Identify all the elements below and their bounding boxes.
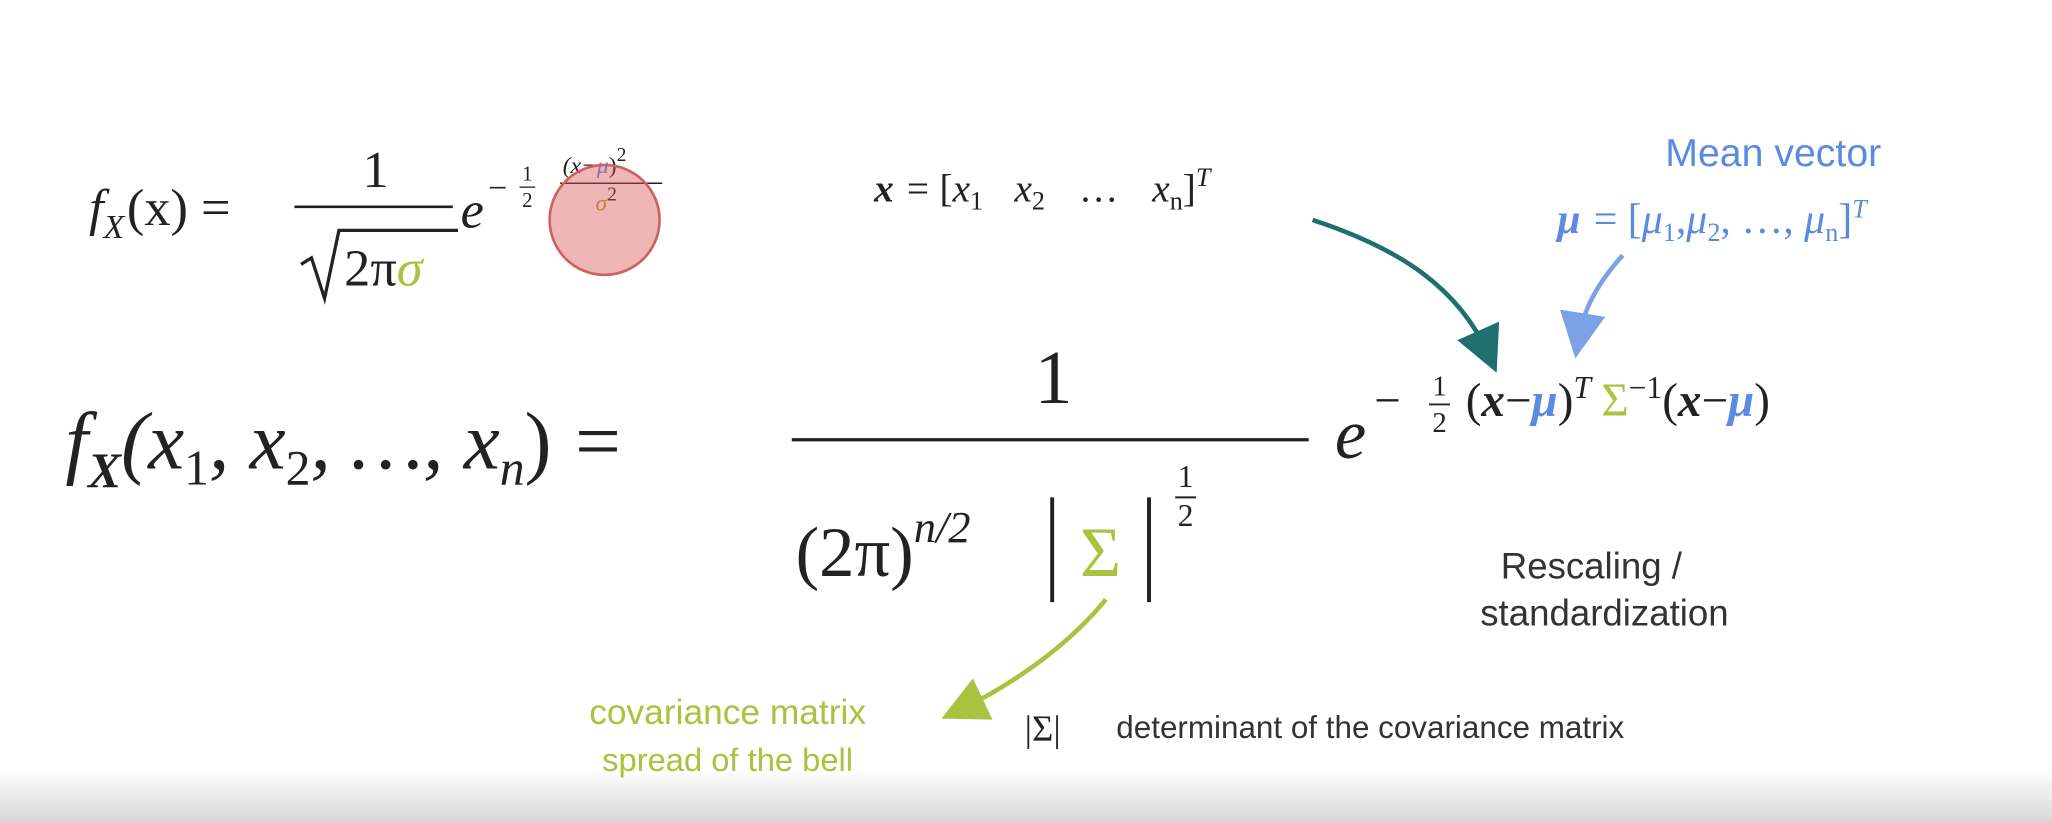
sub: 2	[1032, 186, 1045, 215]
minus: −	[1505, 375, 1532, 427]
radical	[300, 228, 459, 305]
x2: x	[1013, 168, 1032, 211]
paren: (	[1466, 375, 1482, 427]
x: x	[1480, 375, 1505, 427]
sigma: σ	[397, 239, 425, 297]
x-vector: x = [x1 x2… xn]T	[873, 163, 1213, 216]
arrow	[941, 598, 1108, 720]
cursor-highlight	[548, 163, 661, 277]
comma: ,	[1676, 197, 1686, 243]
det-symbol: |Σ|	[1025, 708, 1061, 749]
mu: μ	[1530, 375, 1558, 427]
mu: μ	[1726, 375, 1754, 427]
xn: x	[1151, 168, 1170, 211]
inverse: −1	[1629, 370, 1662, 405]
paren: (	[1662, 375, 1678, 427]
minus: −	[1701, 375, 1728, 427]
args: , …, x	[310, 397, 499, 487]
equals: =	[1594, 197, 1618, 243]
lhs: fX(x) =	[89, 179, 231, 246]
equals: =	[575, 397, 621, 487]
annotation: spread of the bell	[602, 741, 853, 778]
exp-base: e	[1335, 396, 1366, 474]
base: (2π)	[796, 514, 914, 592]
denominator: 2πσ	[344, 239, 425, 297]
args: , x	[209, 397, 286, 487]
denominator: (2π)n/2	[796, 502, 971, 592]
dots: …	[1079, 168, 1118, 211]
arrow	[1311, 217, 1500, 373]
transpose: T	[1852, 194, 1869, 223]
mean-vector-label: Mean vector	[1665, 131, 1881, 175]
numerator: 1	[363, 141, 389, 199]
x: x	[873, 168, 894, 211]
exponent: (x−μ)T Σ−1(x−μ)	[1466, 370, 1770, 427]
exp-minus: −	[488, 170, 507, 207]
sigma: Σ	[1601, 375, 1628, 427]
sub: n	[1825, 218, 1838, 247]
bottom-fade	[0, 769, 2052, 822]
sub: 1	[184, 440, 209, 495]
argument: (x)	[127, 179, 188, 237]
exp-minus: −	[1374, 375, 1401, 427]
equals: =	[201, 179, 231, 237]
bracket: ]	[1183, 168, 1196, 211]
sub: 2	[1707, 218, 1720, 247]
half-den: 2	[1432, 407, 1446, 439]
transpose: T	[1573, 370, 1593, 405]
annotation: determinant of the covariance matrix	[1116, 710, 1624, 745]
bracket: ]	[1838, 197, 1852, 243]
annotation: covariance matrix	[589, 693, 866, 732]
power-num: 1	[1178, 459, 1194, 494]
bracket: [	[940, 168, 953, 211]
mean-vector: μ = [μ1,μ2, …, μn]T	[1555, 194, 1869, 247]
sub: 2	[286, 440, 311, 495]
paren: )	[1754, 375, 1770, 427]
exp-denominator: σ2	[595, 184, 616, 216]
annotation: standardization	[1480, 593, 1728, 634]
arrow	[1559, 253, 1625, 359]
half-den: 2	[522, 188, 532, 212]
half-num: 1	[522, 162, 532, 186]
univariate-formula: fX(x)= 1 2πσ e − 1 2 (x−μ)2 σ2	[89, 141, 663, 305]
x1: x	[952, 168, 971, 211]
paren: )	[1558, 375, 1574, 427]
subscript: X	[86, 443, 123, 498]
sigma: Σ	[1080, 514, 1121, 592]
dots: , …,	[1720, 197, 1804, 243]
numerator: 1	[1035, 336, 1073, 420]
sub: n	[1170, 186, 1183, 215]
sigma: σ	[595, 191, 608, 217]
sub: 1	[1663, 218, 1676, 247]
exp-base: e	[461, 182, 484, 240]
args: )	[525, 397, 552, 487]
x: x	[1677, 375, 1702, 427]
sub: n	[500, 440, 525, 495]
power: 2	[617, 145, 627, 166]
power: n/2	[914, 502, 971, 552]
bracket: [	[1628, 197, 1642, 243]
annotation: Rescaling /	[1501, 546, 1683, 587]
subscript: X	[102, 209, 126, 246]
lhs-nd: fX(x1, x2, …, xn) =	[65, 397, 620, 498]
equals: =	[907, 168, 929, 211]
power-den: 2	[1178, 498, 1194, 533]
mu: μ	[1555, 197, 1580, 243]
half-num: 1	[1432, 370, 1446, 402]
mu2: μ	[1685, 197, 1707, 243]
args: (x	[121, 397, 184, 487]
power: 2	[607, 184, 617, 205]
mun: μ	[1803, 197, 1825, 243]
root-content: 2π	[344, 239, 397, 297]
transpose: T	[1196, 163, 1213, 192]
sub: 1	[970, 186, 983, 215]
mu1: μ	[1641, 197, 1663, 243]
